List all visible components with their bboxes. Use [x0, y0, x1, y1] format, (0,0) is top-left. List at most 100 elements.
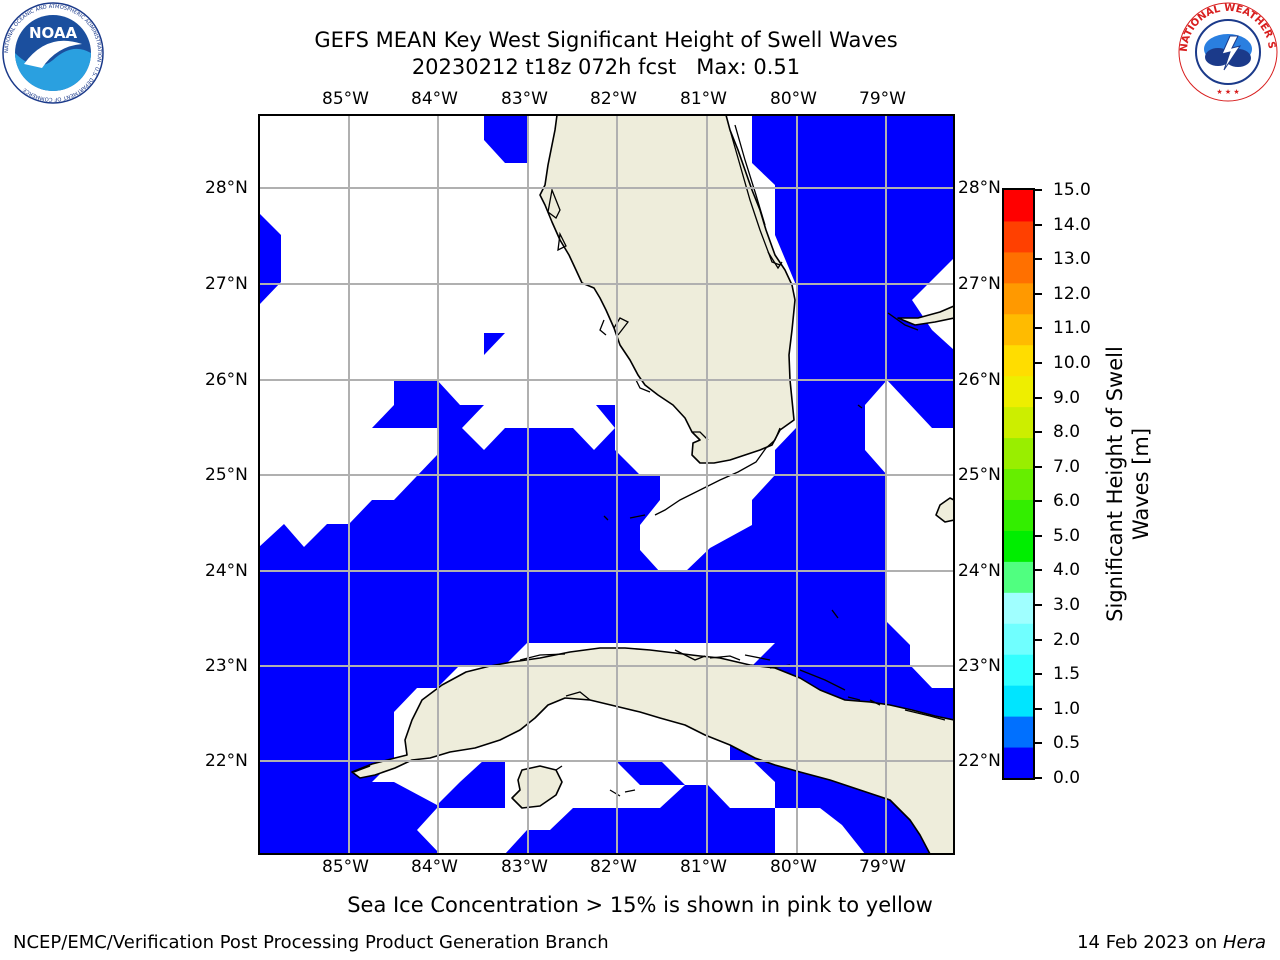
colorbar-swatch	[1004, 592, 1033, 624]
lat-label-left: 26°N	[205, 370, 248, 390]
footer-branch: NCEP/EMC/Verification Post Processing Pr…	[13, 932, 609, 953]
colorbar-swatch	[1004, 220, 1033, 253]
lon-label-top: 82°W	[590, 89, 637, 109]
colorbar-tick-label: 0.5	[1053, 733, 1081, 754]
map-svg	[258, 114, 955, 855]
grand-bahama	[897, 305, 954, 326]
colorbar-tick-mark	[1035, 500, 1042, 503]
chart-title: GEFS MEAN Key West Significant Height of…	[314, 28, 898, 52]
lat-label-left: 24°N	[205, 561, 248, 581]
colorbar-tick-mark	[1035, 223, 1042, 226]
colorbar-swatch	[1004, 530, 1033, 562]
colorbar-tick-label: 4.0	[1053, 560, 1081, 581]
lon-label-top: 84°W	[411, 89, 458, 109]
lat-label-left: 22°N	[205, 751, 248, 771]
colorbar-swatch	[1004, 190, 1033, 222]
colorbar-tick-label: 12.0	[1053, 283, 1091, 304]
colorbar-title: Significant Height of Swell Waves [m]	[1102, 284, 1154, 684]
map-panel[interactable]	[258, 114, 955, 855]
colorbar-swatch	[1004, 654, 1033, 686]
colorbar-tick-label: 14.0	[1053, 214, 1091, 235]
colorbar-swatch	[1004, 282, 1033, 315]
colorbar-tick-mark	[1035, 569, 1042, 572]
lon-label-bottom: 81°W	[680, 857, 727, 877]
colorbar-tick-label: 8.0	[1053, 422, 1081, 443]
lat-label-right: 23°N	[958, 656, 1001, 676]
colorbar-tick-label: 0.0	[1053, 768, 1081, 788]
lat-label-right: 26°N	[958, 370, 1001, 390]
colorbar-tick-label: 10.0	[1053, 352, 1091, 373]
cuba	[351, 647, 954, 854]
colorbar-tick-mark	[1035, 396, 1042, 399]
colorbar-tick-label: 11.0	[1053, 318, 1091, 339]
colorbar-tick-label: 1.0	[1053, 698, 1081, 719]
colorbar-swatch	[1004, 313, 1033, 346]
lon-label-top: 79°W	[859, 89, 906, 109]
colorbar-tick-mark	[1035, 327, 1042, 330]
lat-label-right: 27°N	[958, 274, 1001, 294]
noaa-logo: NOAA NATIONAL OCEANIC AND ATMOSPHERIC AD…	[2, 2, 104, 104]
chart-subtitle: 20230212 t18z 072h fcst Max: 0.51	[411, 55, 801, 79]
colorbar-swatch	[1004, 561, 1033, 593]
colorbar-tick-mark	[1035, 189, 1042, 191]
colorbar-tick-mark	[1035, 604, 1042, 607]
footer-host: Hera	[1222, 932, 1266, 953]
colorbar-tick-label: 15.0	[1053, 180, 1091, 200]
lon-label-bottom: 80°W	[770, 857, 817, 877]
colorbar-swatch	[1004, 406, 1033, 439]
sea-ice-note: Sea Ice Concentration > 15% is shown in …	[347, 893, 933, 917]
lon-label-top: 80°W	[770, 89, 817, 109]
footer-date-text: 14 Feb 2023 on	[1077, 932, 1223, 953]
colorbar-tick-label: 13.0	[1053, 249, 1091, 270]
colorbar-tick-mark	[1035, 361, 1042, 364]
land	[351, 115, 954, 854]
lat-label-left: 23°N	[205, 656, 248, 676]
colorbar-swatch	[1004, 716, 1033, 748]
colorbar-swatch	[1004, 468, 1033, 500]
lat-label-right: 28°N	[958, 178, 1001, 198]
lat-label-right: 25°N	[958, 465, 1001, 485]
colorbar-swatch	[1004, 437, 1033, 470]
colorbar-swatch	[1004, 344, 1033, 377]
colorbar-tick-mark	[1035, 534, 1042, 537]
colorbar-tick-mark	[1035, 638, 1042, 641]
florida-peninsula	[539, 115, 796, 464]
lon-label-top: 85°W	[322, 89, 369, 109]
colorbar-tick-mark	[1035, 431, 1042, 434]
map-frame	[258, 114, 955, 855]
lon-label-bottom: 85°W	[322, 857, 369, 877]
colorbar-swatches	[1004, 190, 1033, 778]
lon-label-top: 83°W	[501, 89, 548, 109]
colorbar-tick-mark	[1035, 258, 1042, 261]
lat-label-left: 27°N	[205, 274, 248, 294]
colorbar-tick-label: 2.0	[1053, 629, 1081, 650]
colorbar	[1002, 188, 1035, 780]
colorbar-tick-mark	[1035, 707, 1042, 710]
lon-label-bottom: 83°W	[501, 857, 548, 877]
gridlines	[259, 115, 954, 854]
lon-label-bottom: 84°W	[411, 857, 458, 877]
colorbar-swatch	[1004, 251, 1033, 284]
colorbar-tick-mark	[1035, 465, 1042, 468]
colorbar-title-line2: Waves [m]	[1129, 427, 1153, 541]
nws-logo: NATIONAL WEATHER SERVICE ★ ★ ★	[1174, 0, 1278, 102]
colorbar-tick-label: 6.0	[1053, 491, 1081, 512]
svg-text:★ ★ ★: ★ ★ ★	[1216, 88, 1239, 96]
colorbar-tick-label: 5.0	[1053, 525, 1081, 546]
lon-label-bottom: 79°W	[859, 857, 906, 877]
colorbar-swatch	[1004, 747, 1033, 778]
footer-date: 14 Feb 2023 on Hera	[1077, 932, 1266, 954]
colorbar-tick-label: 3.0	[1053, 595, 1081, 616]
lon-label-bottom: 82°W	[590, 857, 637, 877]
colorbar-tick-label: 9.0	[1053, 387, 1081, 408]
colorbar-tick-mark	[1035, 673, 1042, 676]
lat-label-right: 24°N	[958, 561, 1001, 581]
colorbar-tick-label: 1.5	[1053, 664, 1081, 685]
coastline-details	[353, 124, 946, 797]
colorbar-swatch	[1004, 685, 1033, 717]
lat-label-left: 25°N	[205, 465, 248, 485]
colorbar-tick-label: 7.0	[1053, 456, 1081, 477]
lon-label-top: 81°W	[680, 89, 727, 109]
colorbar-swatch	[1004, 499, 1033, 531]
colorbar-tick-mark	[1035, 742, 1042, 745]
